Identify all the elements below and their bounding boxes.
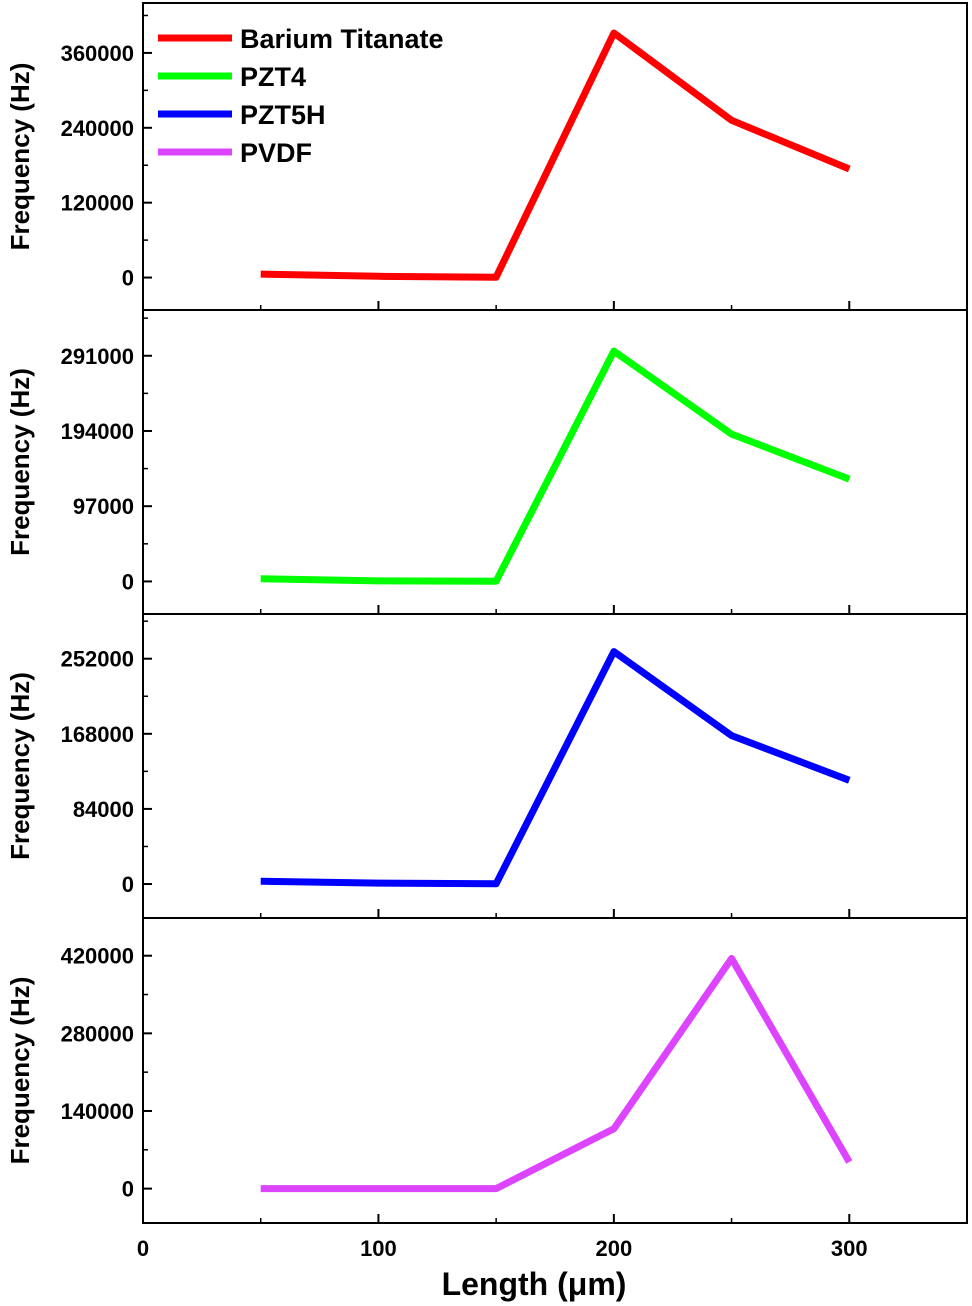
legend-label: PZT5H [240,100,326,130]
y-axis-label: Frequency (Hz) [5,672,35,860]
legend: Barium Titanate PZT4 PZT5H PVDF [158,24,444,168]
legend-item: PZT5H [158,100,326,130]
x-tick-label: 0 [137,1236,149,1261]
y-tick-label: 0 [122,872,134,897]
series-line-pzt5h [260,648,851,888]
x-axis: 0 100 200 300 [137,1236,868,1261]
legend-label: PVDF [240,138,312,168]
y-tick-label: 252000 [61,647,134,672]
y-tick-label: 168000 [61,722,134,747]
x-axis-label: Length (μm) [442,1266,627,1302]
y-tick-label: 420000 [61,944,134,969]
y-axis-label: Frequency (Hz) [5,63,35,251]
series-line-barium-titanate [260,29,851,281]
y-tick-label: 120000 [61,191,134,216]
legend-label: PZT4 [240,62,306,92]
y-tick-label: 360000 [61,41,134,66]
panel-1: 0 120000 240000 360000 Frequency (Hz) [5,2,968,311]
y-tick-label: 84000 [73,797,134,822]
y-tick-label: 140000 [61,1099,134,1124]
y-tick-label: 0 [122,569,134,594]
y-tick-label: 0 [122,266,134,291]
y-tick-label: 291000 [61,344,134,369]
x-tick-label: 300 [831,1236,868,1261]
legend-item: PVDF [158,138,312,168]
panel-3: 0 84000 168000 252000 Frequency (Hz) [5,613,968,919]
panel-2: 0 97000 194000 291000 Frequency (Hz) [5,309,968,615]
legend-item: Barium Titanate [158,24,444,54]
y-tick-label: 97000 [73,494,134,519]
x-tick-label: 100 [360,1236,397,1261]
chart-panels: 0 120000 240000 360000 Frequency (Hz) 0 97000 1… [5,2,968,1224]
series-line-pzt4 [260,347,851,585]
legend-label: Barium Titanate [240,24,444,54]
legend-item: PZT4 [158,62,306,92]
panel-4: 0 140000 280000 420000 Frequency (Hz) [5,917,968,1224]
panel-frame [142,917,968,1224]
y-tick-label: 280000 [61,1021,134,1046]
y-tick-label: 194000 [61,419,134,444]
x-tick-label: 200 [595,1236,632,1261]
y-tick-label: 240000 [61,116,134,141]
y-axis-label: Frequency (Hz) [5,368,35,556]
y-axis-label: Frequency (Hz) [5,977,35,1165]
y-tick-label: 0 [122,1177,134,1202]
series-line-pvdf [260,955,853,1193]
